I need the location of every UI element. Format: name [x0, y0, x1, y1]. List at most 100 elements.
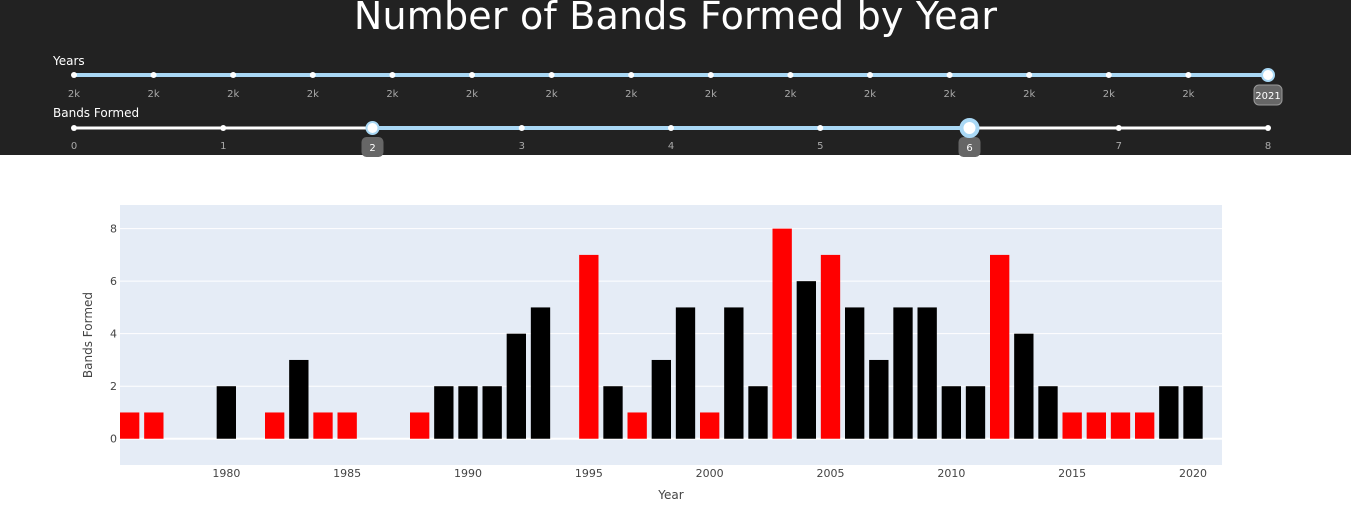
bar-1985 — [337, 412, 357, 439]
years-slider-tick-label: 2k — [68, 89, 80, 100]
years-slider-tick-label: 2k — [466, 89, 478, 100]
bar-1983 — [289, 359, 309, 439]
bands-slider-tick-label: 5 — [817, 141, 823, 152]
years-slider-tick-label: 2k — [944, 89, 956, 100]
bands-slider-tick-label: 0 — [71, 141, 77, 152]
bar-2019 — [1159, 386, 1179, 439]
bar-2017 — [1110, 412, 1131, 439]
bar-2010 — [941, 386, 961, 439]
years-slider-tick-label: 2k — [307, 89, 319, 100]
years-slider-tick-label: 2k — [705, 89, 717, 100]
x-tick-label: 2005 — [817, 467, 845, 480]
bands-slider-label: Bands Formed — [53, 106, 140, 120]
bands-slider-tick-label: 4 — [668, 141, 674, 152]
bar-1982 — [265, 412, 285, 439]
bands-slider-dot — [1265, 125, 1271, 131]
bar-1993 — [530, 307, 551, 439]
bands-slider-dot — [817, 125, 824, 131]
bar-1991 — [482, 386, 502, 439]
bar-2001 — [724, 307, 744, 439]
bar-2003 — [772, 228, 792, 439]
years-slider-dot — [787, 72, 794, 78]
bar-2004 — [796, 281, 816, 439]
bar-2008 — [893, 307, 913, 439]
y-tick-label: 6 — [110, 275, 117, 288]
years-slider-handle[interactable] — [1261, 68, 1275, 82]
bar-1995 — [579, 254, 599, 439]
years-slider-dot — [946, 72, 953, 78]
bar-1990 — [458, 386, 478, 439]
bar-2007 — [869, 359, 889, 439]
bar-2011 — [965, 386, 986, 439]
bar-2020 — [1183, 386, 1203, 439]
years-slider-dot — [867, 72, 873, 78]
years-slider-tick-label: 2k — [864, 89, 876, 100]
years-slider-tick-label: 2k — [148, 89, 160, 100]
bar-2006 — [845, 307, 865, 439]
bar-1980 — [216, 386, 236, 439]
years-slider-dot — [1105, 72, 1112, 78]
x-tick-label: 2020 — [1179, 467, 1207, 480]
bands-low-handle[interactable] — [365, 121, 380, 135]
y-tick-label: 8 — [110, 223, 117, 236]
years-slider-dot — [1185, 72, 1192, 78]
bar-1998 — [651, 359, 671, 439]
page-title: Number of Bands Formed by Year — [353, 0, 998, 38]
years-slider-tick-label: 2k — [227, 89, 239, 100]
bands-high-badge-text: 6 — [966, 143, 972, 154]
years-slider-tick-label: 2k — [1023, 89, 1035, 100]
years-value-badge — [1253, 84, 1283, 106]
x-tick-label: 2015 — [1058, 467, 1086, 480]
bar-1989 — [434, 386, 454, 439]
years-slider[interactable]: 2k 2k 2k 2k 2k 2k 2k 2k 2k 2k 2k 2k 2k 2k 2k 2021 — [0, 62, 1351, 112]
bands-low-badge-text: 2 — [369, 143, 375, 154]
bands-high-handle[interactable] — [959, 118, 980, 138]
years-slider-tick-label: 2k — [625, 89, 637, 100]
bands-slider-dot — [1115, 125, 1122, 131]
bands-range-slider[interactable]: 0 1 3 4 5 7 8 2 6 — [0, 115, 1351, 157]
bands-slider-dot — [220, 125, 227, 131]
x-tick-label: 1980 — [212, 467, 240, 480]
x-tick-label: 1990 — [454, 467, 482, 480]
bar-1999 — [675, 307, 696, 439]
years-slider-dot — [548, 72, 555, 78]
y-tick-label: 2 — [110, 380, 117, 393]
bar-2013 — [1014, 333, 1034, 439]
bar-1984 — [313, 412, 333, 439]
years-slider-dot — [628, 72, 635, 78]
y-axis-title: Bands Formed — [81, 292, 95, 378]
bands-high-badge — [958, 137, 981, 157]
years-slider-dot — [1026, 72, 1033, 78]
bar-1996 — [603, 386, 623, 439]
years-slider-tick-label: 2k — [1182, 89, 1194, 100]
bar-2002 — [748, 386, 768, 439]
x-tick-label: 1995 — [575, 467, 603, 480]
bar-2015 — [1062, 412, 1082, 439]
years-slider-dot — [389, 72, 396, 78]
bar-chart: 0 2 4 6 8 1980 1985 1990 1995 2000 2005 2010 2015 202… — [81, 205, 1222, 502]
x-axis-title: Year — [657, 488, 683, 502]
years-slider-tick-label: 2k — [546, 89, 558, 100]
bar-1977 — [144, 412, 164, 439]
x-tick-label: 1985 — [333, 467, 361, 480]
bar-2000 — [700, 412, 720, 439]
bands-slider-dot — [668, 125, 674, 131]
bar-2016 — [1086, 412, 1106, 439]
x-tick-label: 2000 — [696, 467, 724, 480]
bar-1992 — [506, 333, 526, 439]
bands-slider-tick-label: 7 — [1116, 141, 1122, 152]
bar-2009 — [917, 307, 937, 439]
years-slider-dot — [150, 72, 157, 78]
bands-slider-tick-label: 1 — [220, 141, 226, 152]
bar-2005 — [820, 254, 841, 439]
bands-slider-tick-label: 8 — [1265, 141, 1271, 152]
bar-1997 — [627, 412, 647, 439]
years-slider-dot — [309, 72, 316, 78]
years-slider-label: Years — [53, 54, 85, 68]
bands-slider-dot — [518, 125, 525, 131]
bar-2014 — [1038, 386, 1058, 439]
bar-1976 — [120, 412, 140, 439]
bar-1988 — [410, 412, 430, 439]
years-slider-tick-label: 2k — [1103, 89, 1115, 100]
years-value-badge-text: 2021 — [1255, 91, 1280, 102]
